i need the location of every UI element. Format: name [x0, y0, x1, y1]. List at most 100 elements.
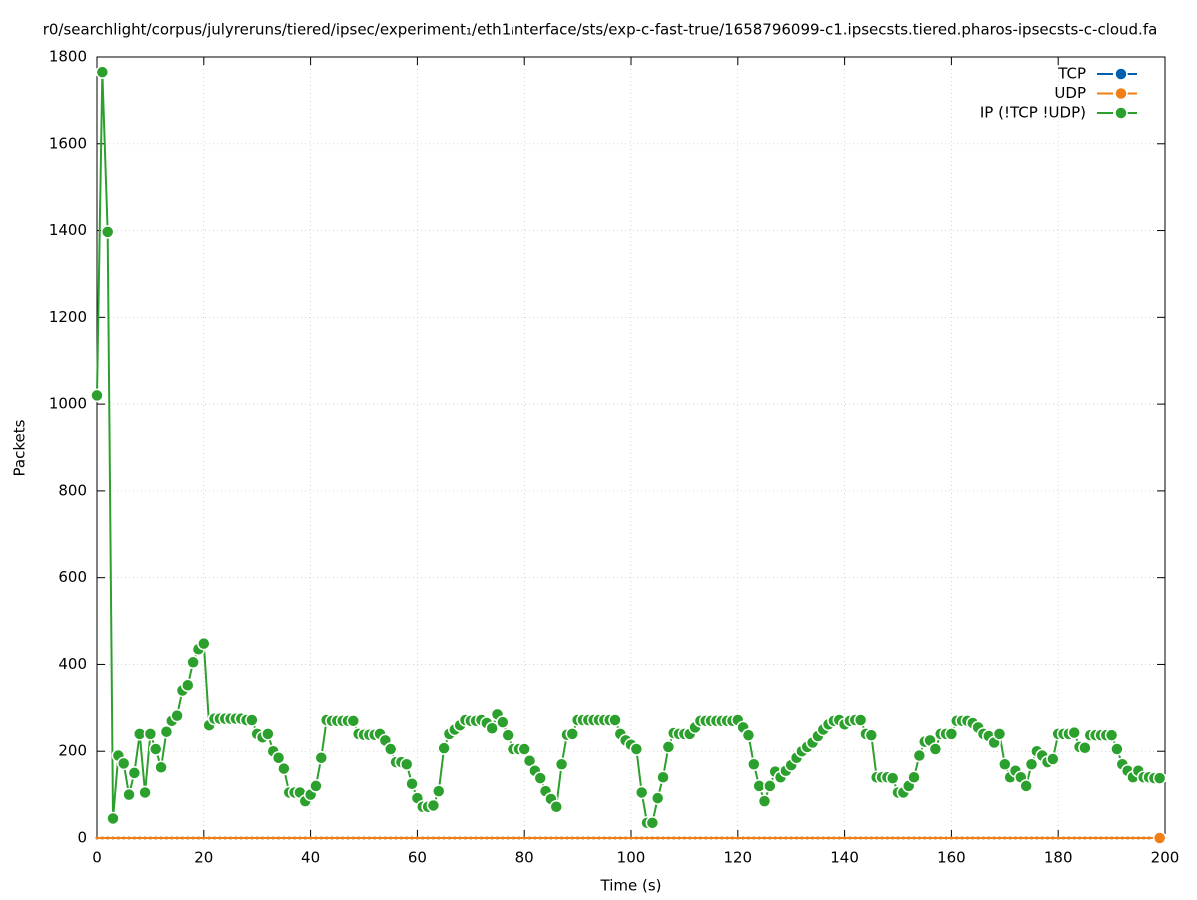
data-point [138, 836, 142, 840]
data-point [346, 714, 361, 728]
data-point [191, 836, 195, 840]
data-point [832, 836, 836, 840]
data-point [875, 836, 879, 840]
data-point [1094, 836, 1098, 840]
data-point [725, 836, 729, 840]
data-point [218, 836, 222, 840]
legend-swatch [1114, 86, 1128, 101]
data-point [997, 836, 1001, 840]
data-point [485, 836, 489, 840]
data-point [143, 836, 147, 840]
data-point [677, 836, 681, 840]
data-point [645, 816, 660, 830]
data-point [180, 836, 184, 840]
data-point [795, 836, 799, 840]
data-point [746, 836, 750, 840]
data-point [805, 836, 809, 840]
data-point [955, 836, 959, 840]
data-point [949, 836, 953, 840]
data-point [944, 727, 959, 741]
data-point [1067, 836, 1071, 840]
data-point [1110, 836, 1114, 840]
data-point [704, 836, 708, 840]
data-point [277, 761, 291, 776]
data-point [143, 727, 158, 741]
data-point [650, 791, 665, 805]
x-tick-label: 200 [1151, 849, 1180, 867]
data-point [261, 727, 275, 741]
data-point [1115, 836, 1119, 840]
data-point [501, 728, 515, 742]
data-point [90, 388, 104, 403]
data-point [330, 836, 334, 840]
data-point [811, 836, 815, 840]
data-point [960, 836, 964, 840]
data-point [1142, 836, 1146, 840]
data-point [437, 741, 451, 755]
data-point [741, 728, 756, 742]
data-point [992, 727, 1007, 741]
data-point [202, 836, 206, 840]
y-tick-label: 1800 [49, 48, 87, 66]
data-point [159, 724, 174, 739]
data-point [287, 836, 291, 840]
data-point [533, 836, 537, 840]
data-point [506, 836, 510, 840]
data-point [1056, 836, 1060, 840]
data-point [394, 836, 398, 840]
data-point [656, 836, 660, 840]
data-point [976, 836, 980, 840]
data-point [1104, 728, 1119, 742]
data-point [1136, 836, 1140, 840]
data-point [827, 836, 831, 840]
data-point [528, 836, 532, 840]
data-point [736, 836, 740, 840]
data-point [474, 836, 478, 840]
data-point [186, 655, 200, 670]
data-point [351, 836, 355, 840]
data-point [298, 836, 302, 840]
data-point [1051, 836, 1055, 840]
data-point [688, 836, 692, 840]
data-point [912, 836, 916, 840]
data-point [763, 779, 777, 793]
data-point [346, 836, 350, 840]
x-tick-label: 40 [301, 849, 320, 867]
data-point [271, 750, 286, 765]
data-point [234, 836, 238, 840]
data-point [1003, 836, 1007, 840]
data-point [576, 836, 580, 840]
data-point [1040, 836, 1044, 840]
data-point [383, 742, 398, 756]
y-tick-label: 1400 [49, 221, 87, 239]
data-point [106, 811, 120, 826]
data-point [1046, 836, 1050, 840]
data-point [885, 836, 889, 840]
data-point [512, 836, 516, 840]
data-point [1046, 752, 1060, 766]
data-point [207, 836, 211, 840]
data-point [170, 708, 184, 723]
data-point [405, 836, 409, 840]
data-point [1078, 836, 1082, 840]
data-point [965, 836, 969, 840]
y-tick-label: 400 [58, 655, 87, 673]
data-point [426, 798, 441, 813]
data-point [100, 836, 104, 840]
data-point [608, 713, 622, 727]
data-point [341, 836, 345, 840]
data-point [496, 836, 499, 840]
data-point [800, 836, 804, 840]
data-point [122, 787, 136, 802]
data-point [864, 728, 879, 742]
x-tick-label: 160 [937, 849, 966, 867]
data-point [170, 836, 174, 840]
data-point [362, 836, 366, 840]
data-point [127, 766, 142, 780]
data-point [325, 836, 329, 840]
data-point [431, 836, 435, 840]
data-point [816, 836, 820, 840]
data-point [159, 836, 163, 840]
data-point [656, 770, 670, 785]
